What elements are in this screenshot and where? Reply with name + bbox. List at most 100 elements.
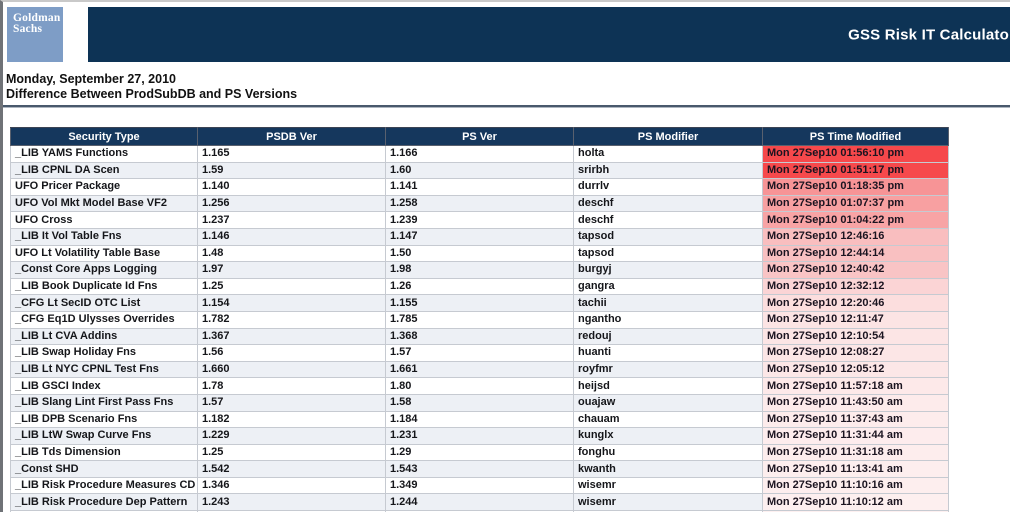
col-header-ps-time-modified: PS Time Modified	[762, 127, 949, 146]
ps-modifier-cell: kunglx	[573, 427, 763, 445]
ps-time-cell: Mon 27Sep10 01:56:10 pm	[762, 145, 949, 163]
ps-modifier-cell: gangra	[573, 277, 763, 296]
ps-modifier-cell: chauam	[573, 410, 763, 429]
ps-modifier-cell: wisemr	[573, 476, 763, 495]
security-type-cell: _LIB Swap Holiday Fns	[10, 344, 198, 362]
ps-ver-cell: 1.543	[385, 460, 574, 478]
ps-modifier-cell: holta	[573, 145, 763, 163]
psdb-ver-cell: 1.140	[197, 178, 386, 196]
table-row: _LIB YAMS Functions 1.165 1.166 holta Mon 27…	[10, 145, 949, 163]
ps-time-cell: Mon 27Sep10 12:40:42	[762, 261, 949, 279]
psdb-ver-cell: 1.146	[197, 227, 386, 246]
ps-ver-cell: 1.155	[385, 294, 574, 312]
table-body: _LIB YAMS Functions 1.165 1.166 holta Mon 27…	[10, 145, 949, 512]
psdb-ver-cell: 1.256	[197, 194, 386, 213]
ps-ver-cell: 1.141	[385, 178, 574, 196]
ps-ver-cell: 1.184	[385, 410, 574, 429]
table-row: _LIB Risk Procedure Dep Pattern 1.243 1.24…	[10, 493, 949, 512]
col-header-psdb-ver: PSDB Ver	[197, 127, 386, 146]
ps-ver-cell: 1.57	[385, 344, 574, 362]
ps-time-cell	[762, 510, 949, 512]
ps-modifier-cell: deschf	[573, 194, 763, 213]
security-type-cell: _Const SHD	[10, 460, 198, 478]
ps-time-cell: Mon 27Sep10 12:08:27	[762, 344, 949, 362]
psdb-ver-cell: 1.57	[197, 393, 386, 412]
psdb-ver-cell: 1.25	[197, 443, 386, 462]
ps-ver-cell: 1.58	[385, 393, 574, 412]
table-row: _LIB Swap Holiday Fns 1.56 1.57 huanti Mon 2…	[10, 344, 949, 362]
table-header-row: Security Type PSDB Ver PS Ver PS Modifie…	[10, 127, 949, 146]
ps-time-cell: Mon 27Sep10 11:13:41 am	[762, 460, 949, 478]
ps-time-cell: Mon 27Sep10 12:05:12	[762, 360, 949, 379]
ps-modifier-cell: huanti	[573, 344, 763, 362]
goldman-sachs-logo: Goldman Sachs	[7, 7, 63, 62]
ps-time-cell: Mon 27Sep10 01:51:17 pm	[762, 161, 949, 180]
security-type-cell: _LIB Lt CVA Addins	[10, 327, 198, 346]
ps-modifier-cell: durrlv	[573, 178, 763, 196]
table-row: _LIB GSCI Index 1.78 1.80 heijsd Mon 27Sep10…	[10, 377, 949, 395]
psdb-ver-cell: 1.367	[197, 327, 386, 346]
app-title: GSS Risk IT Calculato	[848, 26, 1009, 43]
security-type-cell: _LIB It Vol Table Fns	[10, 227, 198, 246]
psdb-ver-cell: 1.542	[197, 460, 386, 478]
security-type-cell: _LIB GSCI Index	[10, 377, 198, 395]
ps-ver-cell: 1.26	[385, 277, 574, 296]
ps-time-cell: Mon 27Sep10 11:31:18 am	[762, 443, 949, 462]
ps-modifier-cell: kwanth	[573, 460, 763, 478]
ps-modifier-cell: tapsod	[573, 227, 763, 246]
psdb-ver-cell: 1.25	[197, 277, 386, 296]
psdb-ver-cell: 1.182	[197, 410, 386, 429]
psdb-ver-cell: 1.782	[197, 310, 386, 329]
col-header-ps-modifier: PS Modifier	[573, 127, 763, 146]
psdb-ver-cell: 1.56	[197, 344, 386, 362]
security-type-cell: _LIB DPB Scenario Fns	[10, 410, 198, 429]
ps-ver-cell: 1.349	[385, 476, 574, 495]
logo-line1: Goldman	[13, 12, 61, 24]
security-type-cell: _CFG Lt SecID OTC List	[10, 294, 198, 312]
ps-modifier-cell: deschf	[573, 211, 763, 229]
table-row: UFO Pricer Package 1.140 1.141 durrlv Mon 27…	[10, 178, 949, 196]
ps-modifier-cell: srirbh	[573, 161, 763, 180]
ps-modifier-cell: redouj	[573, 327, 763, 346]
ps-ver-cell: 1.80	[385, 377, 574, 395]
psdb-ver-cell: 1.237	[197, 211, 386, 229]
table-row: _LIB Lt NYC CPNL Test Fns 1.660 1.661 royfm…	[10, 360, 949, 379]
table-row: _Const SHD 1.542 1.543 kwanth Mon 27Sep10 11…	[10, 460, 949, 478]
psdb-ver-cell: 1.59	[197, 161, 386, 180]
ps-time-cell: Mon 27Sep10 11:31:44 am	[762, 427, 949, 445]
table-row: _LIB It Vol Table Fns 1.146 1.147 tapsod Mon…	[10, 227, 949, 246]
security-type-cell: UFO Vol Mkt Model Base VF2	[10, 194, 198, 213]
ps-modifier-cell: wisemr	[573, 493, 763, 512]
ps-modifier-cell: tapsod	[573, 244, 763, 263]
ps-time-cell: Mon 27Sep10 11:37:43 am	[762, 410, 949, 429]
table-row: UFO Cross 1.237 1.239 deschf Mon 27Sep10 01:…	[10, 211, 949, 229]
ps-ver-cell: 1.29	[385, 443, 574, 462]
table-row: _LIB DPB Scenario Fns 1.182 1.184 chauam Mon…	[10, 410, 949, 429]
security-type-cell: UFO Pricer Package	[10, 178, 198, 196]
ps-modifier-cell: burgyj	[573, 261, 763, 279]
col-header-security-type: Security Type	[10, 127, 198, 146]
table-row: _CFG Eq1D Ulysses Overrides 1.782 1.785 nga…	[10, 310, 949, 329]
table-row: _LIB CPNL DA Scen 1.59 1.60 srirbh Mon 27Sep…	[10, 161, 949, 180]
ps-modifier-cell: royfmr	[573, 360, 763, 379]
ps-time-cell: Mon 27Sep10 12:44:14	[762, 244, 949, 263]
psdb-ver-cell: 1.243	[197, 493, 386, 512]
ps-ver-cell: 1.166	[385, 145, 574, 163]
ps-ver-cell: 1.661	[385, 360, 574, 379]
ps-time-cell: Mon 27Sep10 11:10:16 am	[762, 476, 949, 495]
report-date: Monday, September 27, 2010	[6, 72, 176, 86]
table-row: UFO Lt Volatility Table Base 1.48 1.50 taps…	[10, 244, 949, 263]
ps-time-cell: Mon 27Sep10 12:11:47	[762, 310, 949, 329]
security-type-cell: _LIB Tds Dimension	[10, 443, 198, 462]
ps-ver-cell: 1.50	[385, 244, 574, 263]
security-type-cell: _CFG Eq1D Ulysses Overrides	[10, 310, 198, 329]
psdb-ver-cell: 1.346	[197, 476, 386, 495]
table-row: UFO Vol Mkt Model Base VF2 1.256 1.258 desc…	[10, 194, 949, 213]
ps-ver-cell: 1.368	[385, 327, 574, 346]
ps-ver-cell: 1.147	[385, 227, 574, 246]
security-type-cell: _LIB Book Duplicate Id Fns	[10, 277, 198, 296]
ps-ver-cell: 1.239	[385, 211, 574, 229]
ps-time-cell: Mon 27Sep10 12:20:46	[762, 294, 949, 312]
ps-modifier-cell: tachii	[573, 294, 763, 312]
ps-ver-cell: 1.785	[385, 310, 574, 329]
